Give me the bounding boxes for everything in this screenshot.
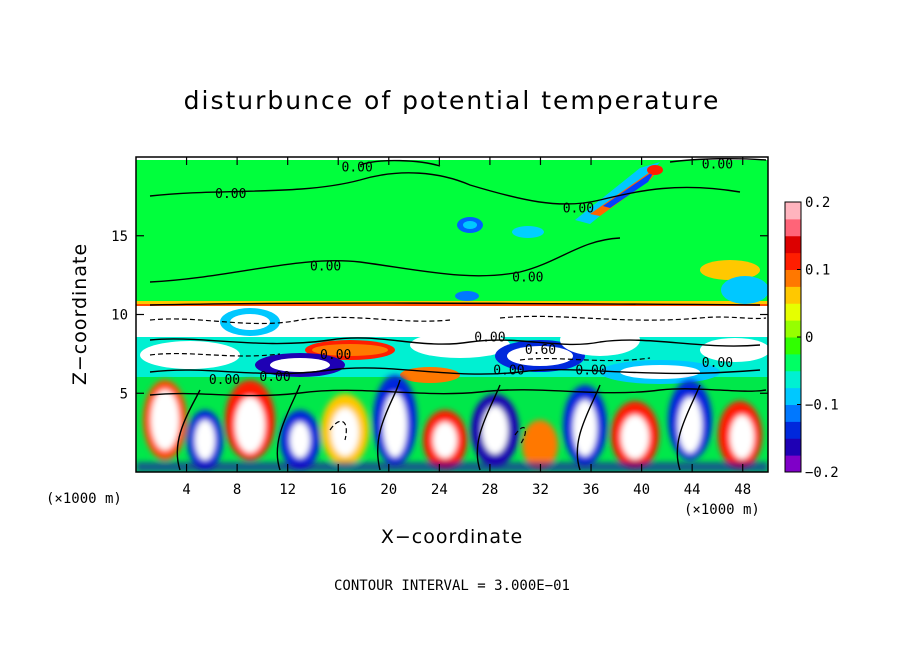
- x-unit-left: (×1000 m): [46, 491, 122, 507]
- contour-line: [476, 384, 501, 471]
- x-axis-label: X−coordinate: [380, 526, 524, 548]
- colorbar-swatch: [785, 455, 801, 473]
- y-axis: 5 10 15: [111, 229, 768, 402]
- contour-line: [576, 384, 601, 471]
- colorbar-swatch: [785, 404, 801, 422]
- y-tick-label: 15: [111, 229, 128, 245]
- contour-label: 0.00: [563, 201, 594, 216]
- colorbar-swatch: [785, 320, 801, 338]
- contour-label: 0.00: [342, 160, 373, 175]
- x-tick-label: 40: [633, 482, 650, 498]
- x-tick-label: 8: [233, 482, 241, 498]
- colorbar-tick-label: −0.1: [805, 398, 839, 414]
- x-tick-label: 4: [182, 482, 190, 498]
- colorbar-swatch: [785, 202, 801, 220]
- dashed-contours: [149, 315, 767, 446]
- contour-line: [359, 159, 441, 167]
- x-tick-label: 24: [431, 482, 448, 498]
- contour-label: 0.00: [310, 260, 341, 275]
- contour-label: 0.60: [525, 343, 556, 358]
- contour-line: [149, 302, 761, 306]
- x-tick-label: 20: [380, 482, 397, 498]
- x-tick-label: 36: [583, 482, 600, 498]
- x-tick-label: 32: [532, 482, 549, 498]
- colorbar-swatch: [785, 370, 801, 389]
- colorbar-swatch: [785, 353, 801, 372]
- contour-line: [176, 389, 201, 471]
- contour-label: 0.00: [702, 356, 733, 371]
- x-tick-label: 48: [734, 482, 751, 498]
- colorbar-swatch: [785, 421, 801, 439]
- contour-line: [149, 367, 761, 375]
- contour-line: [376, 379, 401, 471]
- contour-label: 0.00: [493, 364, 524, 379]
- contour-line: [276, 384, 301, 471]
- contour-line: [669, 157, 767, 163]
- contour-label: 0.00: [512, 271, 543, 286]
- colorbar-swatch: [785, 252, 801, 270]
- plot-area: 0.00 0.000.000.000.000.000.000.600.000.00…: [136, 157, 768, 472]
- x-axis: 4 8 12 16 20 24 28 32 36 40 44 48: [182, 157, 751, 498]
- colorbar: 0.2 0.1 0 −0.1 −0.2: [785, 195, 839, 481]
- y-tick-label: 10: [111, 308, 128, 324]
- colorbar-swatch: [785, 337, 801, 355]
- contour-line: [149, 388, 767, 397]
- colorbar-frame: [784, 201, 802, 473]
- x-tick-label: 16: [330, 482, 347, 498]
- upper-features: [136, 157, 768, 304]
- x-tick-label: 44: [684, 482, 701, 498]
- colorbar-swatch: [785, 438, 801, 456]
- colorbar-swatch: [785, 286, 801, 304]
- colorbar-tick-label: 0: [805, 330, 813, 346]
- contour-label: 0.00: [702, 157, 733, 172]
- contour-lines: [149, 157, 767, 471]
- contour-line: [149, 172, 741, 205]
- colorbar-tick-label: 0.2: [805, 195, 830, 211]
- y-axis-label: Z−coordinate: [69, 242, 91, 386]
- colorbar-swatch: [785, 235, 801, 254]
- x-unit-right: (×1000 m): [684, 502, 760, 518]
- contour-interval-note: CONTOUR INTERVAL = 3.000E−01: [333, 578, 570, 594]
- colorbar-swatch: [785, 269, 801, 287]
- x-tick-label: 12: [279, 482, 296, 498]
- contour-label: 0.00: [474, 331, 505, 346]
- turbulent-eddies: [136, 375, 768, 472]
- colorbar-swatch: [785, 303, 801, 321]
- mid-level-band: [136, 308, 768, 384]
- x-tick-label: 28: [481, 482, 498, 498]
- chart-title: disturbunce of potential temperature: [183, 86, 721, 115]
- contour-label: 0.00: [209, 373, 240, 388]
- colorbar-tick-label: −0.2: [805, 465, 839, 481]
- contour-label: 0.00: [320, 348, 351, 363]
- contour-line: [149, 237, 621, 283]
- colorbar-tick-label: 0.1: [805, 263, 830, 279]
- contour-labels: 0.00 0.000.000.000.000.000.000.600.000.00…: [209, 157, 733, 388]
- colorbar-swatch: [785, 387, 801, 405]
- contour-label: 0.00: [215, 187, 246, 202]
- contour-label: 0.00: [259, 370, 290, 385]
- upper-layer-field: [136, 157, 768, 305]
- contour-line: [149, 337, 761, 347]
- contour-label: 0.00: [575, 364, 606, 379]
- colorbar-swatch: [785, 218, 801, 237]
- y-tick-label: 5: [120, 386, 128, 402]
- contour-line: [676, 384, 701, 471]
